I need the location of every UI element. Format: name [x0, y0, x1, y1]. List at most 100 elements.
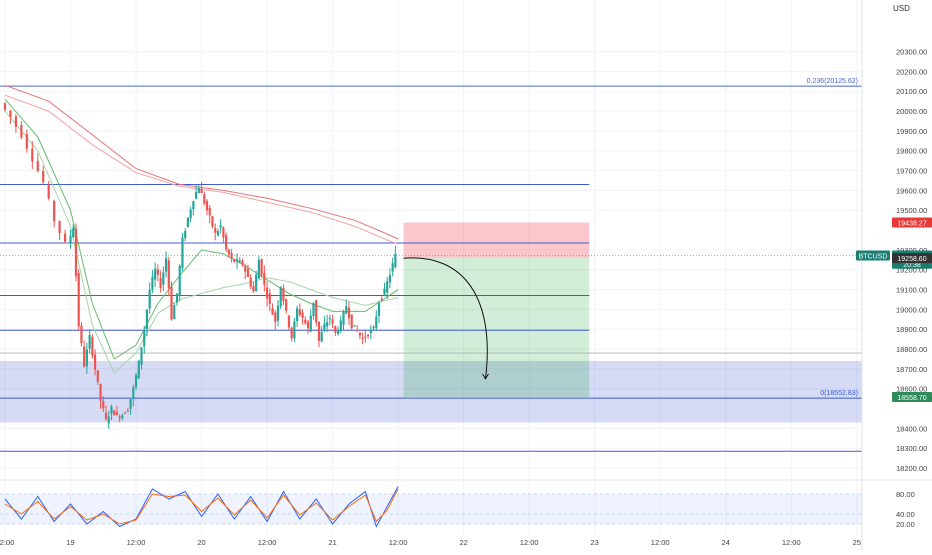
candle-body	[388, 274, 392, 283]
candle-body	[200, 188, 203, 194]
candle-body	[208, 207, 211, 216]
time-tick-label: 24	[722, 538, 730, 547]
price-tick-label: 20300.00	[896, 48, 927, 57]
candle-body	[102, 400, 105, 409]
oscillator-tick-label: 40.00	[896, 510, 915, 519]
candle-body	[320, 332, 323, 342]
price-tick-label: 19800.00	[896, 147, 927, 156]
candle-body	[377, 302, 381, 317]
candle-body	[47, 184, 50, 199]
candle-body	[265, 287, 269, 299]
time-tick-label: 19	[66, 538, 74, 547]
candle-body	[369, 329, 372, 334]
oscillator-line	[4, 488, 399, 525]
candle-body	[99, 384, 102, 401]
candle-body	[361, 337, 364, 339]
candle-body	[386, 281, 389, 293]
price-badge	[892, 391, 932, 402]
candle-body	[271, 308, 274, 315]
candle-body	[306, 321, 310, 329]
candle-body	[241, 260, 244, 265]
price-tick-label: 19100.00	[896, 286, 927, 295]
candle-body	[151, 276, 154, 290]
candle-body	[14, 116, 18, 127]
oscillator-tick-label: 20.00	[896, 520, 915, 529]
candle-body	[175, 293, 179, 303]
candle-body	[290, 327, 293, 339]
price-badge-label: 20:38	[903, 262, 921, 269]
projection-arrow	[403, 257, 488, 379]
candle-body	[104, 412, 108, 419]
price-tick-label: 20100.00	[896, 87, 927, 96]
candle-body	[53, 201, 56, 222]
candle-body	[249, 277, 252, 287]
candle-body	[42, 171, 45, 183]
price-tick-label: 18400.00	[896, 424, 927, 433]
candle-body	[274, 312, 277, 323]
price-tick-label: 19300.00	[896, 246, 927, 255]
candle-body	[184, 230, 187, 239]
candle-body	[230, 252, 233, 259]
candle-body	[80, 325, 83, 344]
candle-body	[279, 287, 282, 307]
candle-body	[293, 321, 296, 339]
candle-body	[69, 235, 72, 244]
candle-body	[214, 228, 217, 233]
candle-body	[72, 227, 75, 238]
candle-body	[178, 265, 181, 296]
candle-body	[164, 258, 168, 272]
candle-body	[77, 272, 80, 327]
candle-body	[315, 300, 318, 323]
candle-body	[238, 260, 241, 263]
candle-body	[309, 315, 312, 332]
candle-body	[110, 406, 113, 414]
candle-body	[189, 209, 192, 219]
candle-body	[227, 249, 230, 255]
price-tick-label: 18700.00	[896, 365, 927, 374]
candle-body	[328, 317, 331, 320]
take-profit-zone	[403, 258, 590, 397]
candle-body	[205, 200, 209, 211]
candle-body	[74, 228, 78, 277]
candle-body	[323, 323, 326, 331]
candle-body	[334, 326, 337, 333]
time-tick-label: 22	[459, 538, 467, 547]
candle-body	[219, 225, 222, 228]
candle-body	[350, 314, 353, 329]
time-tick-label: 23	[591, 538, 599, 547]
candle-body	[225, 235, 228, 250]
candle-body	[301, 312, 304, 318]
moving-average-line	[4, 110, 399, 374]
time-tick-label: 12:00	[782, 538, 801, 547]
candle-body	[326, 321, 329, 327]
candle-body	[383, 288, 386, 295]
price-tick-label: 19900.00	[896, 127, 927, 136]
candle-body	[113, 410, 116, 416]
oscillator-band	[0, 494, 862, 524]
candle-body	[233, 259, 236, 262]
candle-body	[197, 188, 200, 193]
time-tick-label: 12:00	[520, 538, 539, 547]
candle-body	[58, 221, 61, 233]
candle-body	[162, 272, 165, 285]
candle-body	[287, 315, 291, 328]
candle-body	[345, 306, 348, 314]
candle-body	[380, 298, 383, 300]
candle-body	[186, 217, 190, 227]
time-tick-label: 12:00	[127, 538, 146, 547]
time-tick-label: 21	[328, 538, 336, 547]
candle-body	[356, 329, 359, 331]
candle-body	[235, 259, 239, 262]
candle-body	[25, 133, 28, 149]
demand-zone	[0, 360, 862, 423]
price-tick-label: 18800.00	[896, 345, 927, 354]
candle-body	[203, 194, 206, 204]
price-tick-label: 20200.00	[896, 67, 927, 76]
price-badge-label: BTCUSD	[859, 253, 888, 260]
price-badge	[892, 217, 932, 228]
price-tick-label: 19700.00	[896, 167, 927, 176]
candle-body	[91, 336, 94, 356]
time-tick-label: 25	[853, 538, 861, 547]
